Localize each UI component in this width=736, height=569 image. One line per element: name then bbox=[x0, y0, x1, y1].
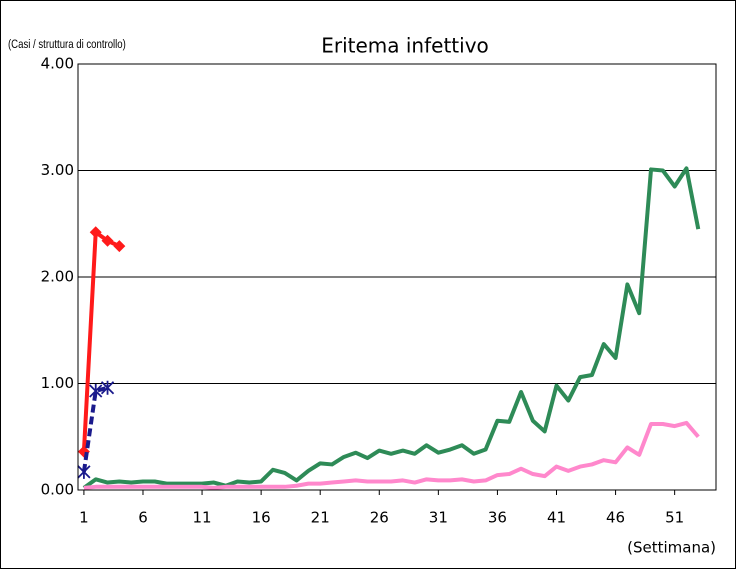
point-marker bbox=[89, 383, 103, 398]
x-tick-label: 26 bbox=[370, 509, 389, 527]
point-marker bbox=[101, 234, 114, 247]
series-line bbox=[82, 166, 701, 490]
point-marker bbox=[77, 464, 91, 479]
x-tick-label: 6 bbox=[138, 509, 148, 527]
chart-title: Eritema infettivo bbox=[321, 34, 489, 58]
x-tick-label: 1 bbox=[79, 509, 89, 527]
x-tick-label: 16 bbox=[252, 509, 271, 527]
x-tick-label: 31 bbox=[429, 509, 448, 527]
x-tick-label: 21 bbox=[311, 509, 330, 527]
y-tick-label: 1.00 bbox=[41, 374, 74, 392]
point-marker bbox=[100, 380, 115, 395]
y-tick-label: 2.00 bbox=[41, 268, 74, 286]
x-tick-label: 11 bbox=[193, 509, 212, 527]
y-tick-label: 4.00 bbox=[41, 55, 74, 73]
x-axis-label: (Settimana) bbox=[627, 539, 716, 557]
x-tick-label: 51 bbox=[665, 509, 684, 527]
y-tick-label: 3.00 bbox=[41, 161, 74, 179]
x-tick-label: 36 bbox=[488, 509, 507, 527]
x-tick-label: 41 bbox=[547, 509, 566, 527]
series-line bbox=[81, 385, 109, 473]
series-line bbox=[83, 420, 700, 490]
point-marker bbox=[89, 226, 102, 239]
y-tick-label: 0.00 bbox=[41, 481, 74, 499]
point-marker bbox=[113, 240, 126, 253]
series-line bbox=[81, 230, 121, 452]
x-tick-label: 46 bbox=[606, 509, 625, 527]
plot-border bbox=[77, 63, 717, 491]
y-axis-label: (Casi / struttura di controllo) bbox=[8, 38, 126, 51]
